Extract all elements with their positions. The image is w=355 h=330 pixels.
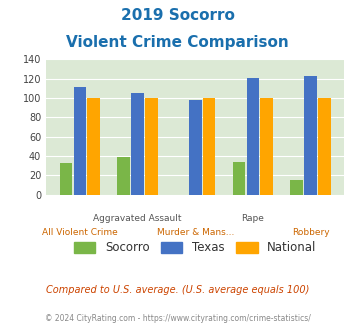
Bar bbox=[290, 180, 303, 195]
Text: 2019 Socorro: 2019 Socorro bbox=[121, 8, 234, 23]
Text: Murder & Mans...: Murder & Mans... bbox=[157, 228, 234, 237]
Bar bbox=[145, 98, 158, 195]
Text: © 2024 CityRating.com - https://www.cityrating.com/crime-statistics/: © 2024 CityRating.com - https://www.city… bbox=[45, 314, 310, 323]
Bar bbox=[73, 87, 86, 195]
Bar bbox=[131, 93, 144, 195]
Bar bbox=[203, 98, 215, 195]
Bar bbox=[118, 157, 130, 195]
Legend: Socorro, Texas, National: Socorro, Texas, National bbox=[69, 237, 321, 259]
Bar bbox=[261, 98, 273, 195]
Text: Aggravated Assault: Aggravated Assault bbox=[93, 214, 182, 223]
Bar bbox=[304, 76, 317, 195]
Text: Rape: Rape bbox=[241, 214, 264, 223]
Bar bbox=[247, 78, 259, 195]
Bar bbox=[318, 98, 331, 195]
Text: Violent Crime Comparison: Violent Crime Comparison bbox=[66, 35, 289, 50]
Bar bbox=[233, 162, 245, 195]
Bar bbox=[60, 163, 72, 195]
Text: All Violent Crime: All Violent Crime bbox=[42, 228, 118, 237]
Text: Compared to U.S. average. (U.S. average equals 100): Compared to U.S. average. (U.S. average … bbox=[46, 285, 309, 295]
Text: Robbery: Robbery bbox=[292, 228, 329, 237]
Bar bbox=[87, 98, 100, 195]
Bar bbox=[189, 100, 202, 195]
